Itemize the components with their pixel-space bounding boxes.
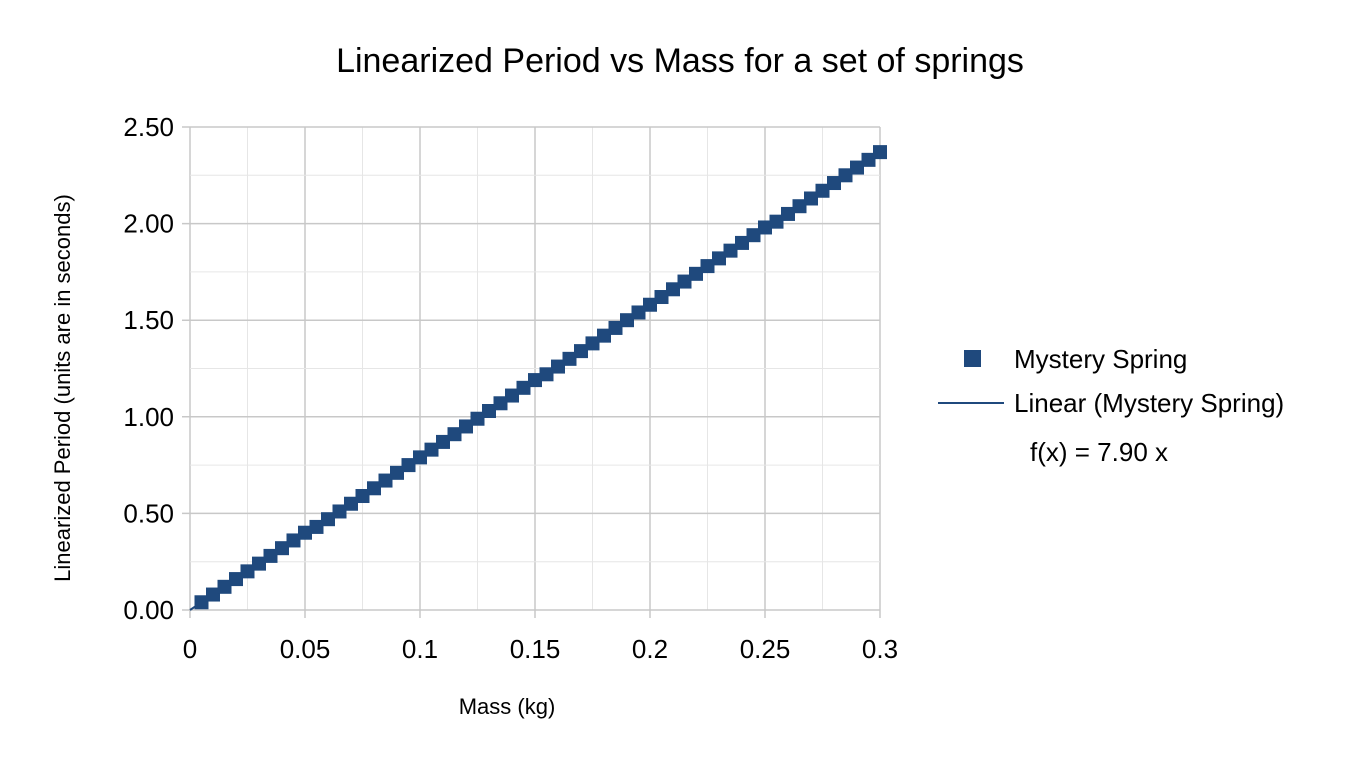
data-point bbox=[309, 519, 324, 534]
data-point bbox=[551, 359, 565, 374]
data-point bbox=[390, 465, 404, 480]
data-point bbox=[263, 548, 278, 563]
data-point bbox=[620, 313, 634, 328]
data-point bbox=[470, 411, 485, 426]
data-point bbox=[873, 145, 887, 160]
data-point bbox=[482, 404, 496, 419]
legend-label-linear: Linear (Mystery Spring) bbox=[1014, 388, 1284, 418]
data-point bbox=[528, 373, 542, 388]
data-point bbox=[735, 235, 749, 250]
data-point bbox=[447, 427, 462, 442]
y-tick-label: 0.00 bbox=[123, 595, 174, 625]
data-point bbox=[746, 228, 761, 243]
data-point bbox=[608, 320, 623, 335]
data-point bbox=[424, 442, 439, 457]
data-point bbox=[413, 450, 427, 465]
y-tick-label: 1.50 bbox=[123, 305, 174, 335]
data-points bbox=[194, 145, 887, 610]
data-point bbox=[275, 541, 289, 556]
x-axis-ticks: 0 0.05 0.1 0.15 0.2 0.25 0.3 bbox=[183, 634, 898, 664]
data-point bbox=[378, 473, 393, 488]
data-point bbox=[505, 388, 519, 403]
trendline-equation: f(x) = 7.90 x bbox=[1030, 437, 1168, 467]
data-point bbox=[585, 336, 600, 351]
data-point bbox=[539, 367, 554, 382]
data-point bbox=[804, 191, 818, 206]
data-point bbox=[332, 504, 347, 519]
data-point bbox=[574, 344, 588, 359]
x-tick-label: 0.05 bbox=[280, 634, 331, 664]
data-point bbox=[758, 220, 772, 235]
y-axis-ticks: 0.00 0.50 1.00 1.50 2.00 2.50 bbox=[123, 112, 174, 625]
data-point bbox=[597, 328, 611, 343]
data-point bbox=[700, 259, 715, 274]
y-tick-label: 2.50 bbox=[123, 112, 174, 142]
x-tick-label: 0.15 bbox=[510, 634, 561, 664]
x-tick-label: 0.1 bbox=[402, 634, 438, 664]
legend-label-mystery-spring: Mystery Spring bbox=[1014, 344, 1187, 374]
data-point bbox=[217, 579, 232, 594]
y-tick-label: 1.00 bbox=[123, 402, 174, 432]
data-point bbox=[861, 152, 876, 167]
data-point bbox=[827, 176, 841, 191]
data-point bbox=[643, 297, 657, 312]
data-point bbox=[194, 595, 209, 610]
data-point bbox=[516, 380, 531, 395]
data-point bbox=[677, 274, 692, 289]
data-point bbox=[666, 282, 680, 297]
data-point bbox=[252, 556, 266, 571]
legend-marker-mystery-spring bbox=[964, 350, 981, 367]
data-point bbox=[436, 434, 450, 449]
x-tick-label: 0.2 bbox=[632, 634, 668, 664]
data-point bbox=[229, 572, 243, 587]
data-point bbox=[401, 458, 416, 473]
legend: Mystery Spring Linear (Mystery Spring) f… bbox=[938, 344, 1284, 467]
data-point bbox=[459, 419, 473, 434]
chart-title: Linearized Period vs Mass for a set of s… bbox=[336, 42, 1024, 80]
data-point bbox=[631, 305, 646, 320]
y-tick-label: 2.00 bbox=[123, 209, 174, 239]
data-point bbox=[562, 351, 577, 366]
data-point bbox=[493, 396, 508, 411]
data-point bbox=[792, 199, 807, 214]
data-point bbox=[712, 251, 726, 266]
data-point bbox=[321, 512, 335, 527]
data-point bbox=[344, 496, 358, 511]
y-tick-label: 0.50 bbox=[123, 498, 174, 528]
grid bbox=[182, 126, 881, 618]
data-point bbox=[240, 564, 255, 579]
data-point bbox=[723, 243, 738, 258]
data-point bbox=[815, 183, 830, 198]
data-point bbox=[367, 481, 381, 496]
y-axis-label: Linearized Period (units are in seconds) bbox=[50, 194, 75, 582]
data-point bbox=[838, 168, 853, 183]
x-axis-label: Mass (kg) bbox=[459, 694, 556, 719]
data-point bbox=[286, 533, 301, 548]
data-point bbox=[781, 206, 795, 221]
data-point bbox=[298, 525, 312, 540]
data-point bbox=[689, 266, 703, 281]
data-point bbox=[654, 290, 669, 305]
data-point bbox=[355, 489, 370, 504]
data-point bbox=[850, 160, 864, 175]
x-tick-label: 0 bbox=[183, 634, 197, 664]
x-tick-label: 0.25 bbox=[740, 634, 791, 664]
data-point bbox=[769, 214, 784, 229]
x-tick-label: 0.3 bbox=[862, 634, 898, 664]
data-point bbox=[206, 587, 220, 602]
